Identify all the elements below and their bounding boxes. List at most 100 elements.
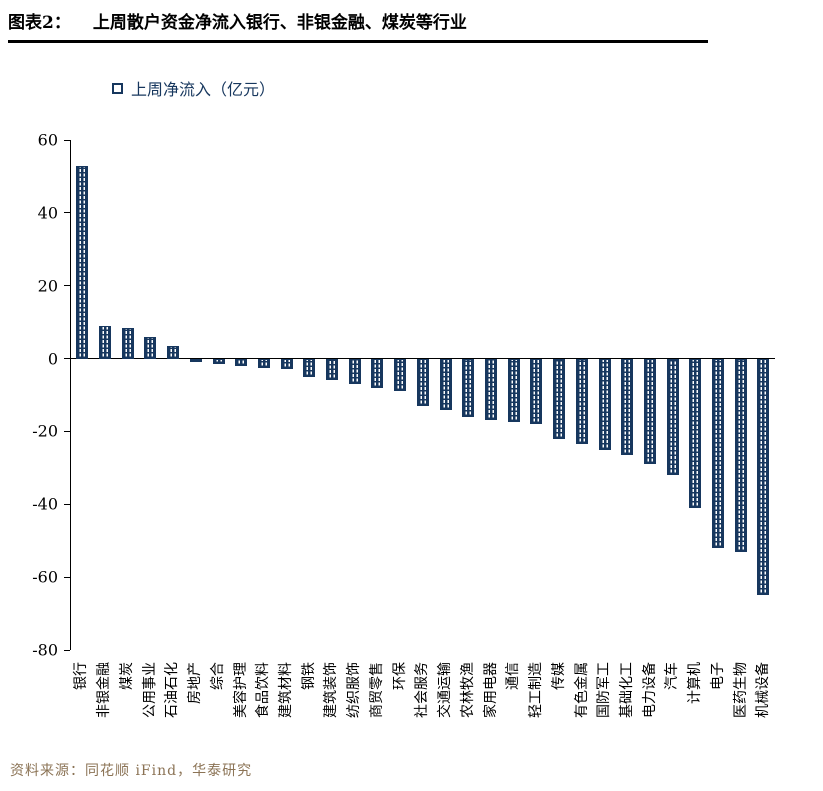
legend-label: 上周净流入（亿元） [131, 80, 276, 99]
figure-number-label: 图表2： [8, 13, 71, 33]
y-axis: 60 40 20 0 -20 -40 -60 -80 [0, 131, 70, 660]
x-axis-label: 家用电器 [482, 662, 499, 718]
bar [507, 358, 520, 423]
bar [666, 358, 679, 476]
x-axis-label: 交通运输 [437, 662, 454, 718]
x-axis-label: 基础化工 [618, 662, 635, 718]
x-label-slot: 基础化工 [616, 656, 639, 780]
x-axis-label: 环保 [391, 662, 408, 690]
figure-header: 图表2： 上周散户资金净流入银行、非银金融、煤炭等行业 [8, 8, 708, 43]
y-tick-label: 40 [37, 203, 58, 223]
y-tick-label: -60 [32, 567, 58, 587]
bar-slot [71, 140, 94, 650]
bar [212, 358, 225, 365]
y-tick-label: -80 [32, 640, 58, 660]
bar [371, 358, 384, 388]
bar-slot [525, 140, 548, 650]
x-axis-label: 非银金融 [96, 662, 113, 718]
bar-slot [162, 140, 185, 650]
y-tick-label: 20 [37, 276, 58, 296]
bar [235, 358, 248, 366]
x-axis-label: 电力设备 [641, 662, 658, 718]
x-axis-label: 医药生物 [732, 662, 749, 718]
bar-slot [116, 140, 139, 650]
bar-slot [389, 140, 412, 650]
x-label-slot: 国防军工 [593, 656, 616, 780]
bar [167, 345, 180, 359]
y-tick-mark [64, 576, 70, 578]
x-label-slot: 医药生物 [729, 656, 752, 780]
x-axis-label: 轻工制造 [528, 662, 545, 718]
x-label-slot: 计算机 [684, 656, 707, 780]
bar [734, 358, 747, 552]
x-label-slot: 农林牧渔 [456, 656, 479, 780]
bar-slot [707, 140, 730, 650]
bar-slot [457, 140, 480, 650]
bar-slot [185, 140, 208, 650]
x-label-slot: 钢铁 [297, 656, 320, 780]
y-tick-label: -40 [32, 494, 58, 514]
x-axis-label: 社会服务 [414, 662, 431, 718]
bar-slot [480, 140, 503, 650]
x-label-slot: 社会服务 [411, 656, 434, 780]
bar [189, 358, 202, 363]
x-label-slot: 电力设备 [638, 656, 661, 780]
x-axis-label: 钢铁 [300, 662, 317, 690]
x-axis-label: 公用事业 [141, 662, 158, 718]
y-tick-label: 60 [37, 130, 58, 150]
bar [99, 325, 112, 359]
bar [553, 358, 566, 439]
x-label-slot: 纺织服饰 [343, 656, 366, 780]
bar-slot [752, 140, 775, 650]
legend-swatch-icon [112, 82, 123, 94]
bar [621, 358, 634, 456]
x-axis-label: 农林牧渔 [459, 662, 476, 718]
x-axis-label: 通信 [505, 662, 522, 690]
x-axis-label: 建筑装饰 [323, 662, 340, 718]
bar [598, 358, 611, 450]
x-axis-label: 机械设备 [755, 662, 772, 718]
bar [439, 358, 452, 410]
bar-slot [298, 140, 321, 650]
x-axis-label: 石油石化 [164, 662, 181, 718]
bar-slot [616, 140, 639, 650]
bars-container [71, 140, 775, 650]
bar-slot [684, 140, 707, 650]
bar [575, 358, 588, 445]
y-tick-mark [64, 358, 70, 360]
x-axis-label: 电子 [709, 662, 726, 690]
x-axis-label: 食品饮料 [255, 662, 272, 718]
bar-slot [343, 140, 366, 650]
y-tick-mark [64, 430, 70, 432]
bar-slot [570, 140, 593, 650]
x-label-slot: 商贸零售 [366, 656, 389, 780]
source-note: 资料来源：同花顺 iFind，华泰研究 [10, 763, 253, 779]
bar-slot [412, 140, 435, 650]
bar [485, 358, 497, 421]
x-axis-label: 商贸零售 [368, 662, 385, 718]
bar-slot [593, 140, 616, 650]
bar-slot [729, 140, 752, 650]
x-label-slot: 电子 [707, 656, 730, 780]
bar [462, 358, 475, 417]
x-label-slot: 传媒 [547, 656, 570, 780]
x-axis-label: 有色金属 [573, 662, 590, 718]
x-label-slot: 汽车 [661, 656, 684, 780]
x-label-slot: 机械设备 [752, 656, 775, 780]
x-label-slot: 建筑材料 [275, 656, 298, 780]
y-tick-mark [64, 139, 70, 141]
x-label-slot: 食品饮料 [252, 656, 275, 780]
bar [530, 358, 543, 425]
bar-slot [502, 140, 525, 650]
y-tick-label: -20 [32, 421, 58, 441]
y-tick-mark [64, 285, 70, 287]
bar [394, 358, 407, 392]
bar-slot [230, 140, 253, 650]
bar-slot [366, 140, 389, 650]
bar-slot [434, 140, 457, 650]
figure-title: 上周散户资金净流入银行、非银金融、煤炭等行业 [92, 13, 467, 33]
bar [712, 358, 725, 548]
bar-slot [139, 140, 162, 650]
y-tick-mark [64, 212, 70, 214]
